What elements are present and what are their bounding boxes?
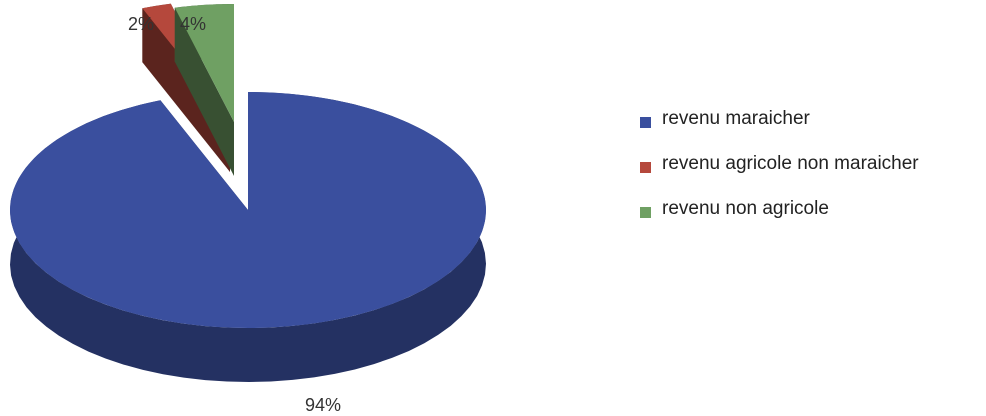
data-label-revenu-maraicher: 94% [305, 395, 341, 416]
data-label-revenu-non-agricole: 4% [180, 14, 206, 35]
legend-label: revenu maraicher [662, 108, 810, 130]
legend-swatch [640, 117, 651, 128]
data-label-revenu-agricole-non-maraicher: 2% [128, 14, 154, 35]
legend-swatch [640, 162, 651, 173]
slice-revenu-maraicher [10, 92, 486, 328]
legend-label: revenu agricole non maraicher [662, 153, 919, 175]
legend-label: revenu non agricole [662, 198, 829, 220]
legend-swatch [640, 207, 651, 218]
